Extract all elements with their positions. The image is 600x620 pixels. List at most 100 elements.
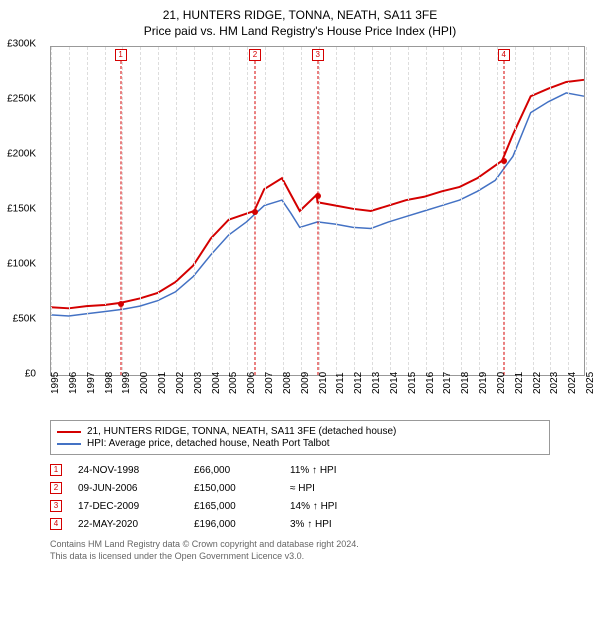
x-tick-label: 2003 (193, 372, 204, 394)
chart-subtitle: Price paid vs. HM Land Registry's House … (10, 24, 590, 38)
legend-row: 21, HUNTERS RIDGE, TONNA, NEATH, SA11 3F… (57, 426, 543, 437)
x-tick-label: 2001 (157, 372, 168, 394)
y-tick-label: £50K (13, 314, 36, 325)
sale-marker: 1 (50, 464, 62, 476)
sales-table: 124-NOV-1998£66,00011% ↑ HPI209-JUN-2006… (50, 461, 550, 533)
x-tick-label: 1998 (104, 372, 115, 394)
sale-price: £196,000 (194, 519, 274, 530)
sale-marker: 3 (50, 500, 62, 512)
x-tick-label: 2007 (264, 372, 275, 394)
x-tick-label: 2022 (532, 372, 543, 394)
gridline (461, 47, 462, 375)
gridline (550, 47, 551, 375)
gridline (515, 47, 516, 375)
x-tick-label: 2008 (282, 372, 293, 394)
sale-diff: 14% ↑ HPI (290, 501, 380, 512)
gridline (140, 47, 141, 375)
gridline (265, 47, 266, 375)
legend-swatch (57, 443, 81, 445)
y-axis: £0£50K£100K£150K£200K£250K£300K (0, 44, 38, 374)
x-tick-label: 2004 (211, 372, 222, 394)
gridline (372, 47, 373, 375)
gridline (122, 47, 123, 375)
gridline (229, 47, 230, 375)
gridline (87, 47, 88, 375)
x-tick-label: 2002 (175, 372, 186, 394)
marker-line (255, 61, 256, 375)
legend-swatch (57, 431, 81, 433)
x-tick-label: 2014 (389, 372, 400, 394)
sale-dot (501, 158, 507, 164)
sale-row: 3 17-DEC-2009 £165,000 14% ↑ HPI (50, 497, 550, 515)
sale-date: 17-DEC-2009 (78, 501, 178, 512)
gridline (176, 47, 177, 375)
sale-dot (315, 193, 321, 199)
footer-line2: This data is licensed under the Open Gov… (50, 551, 550, 563)
x-tick-label: 2020 (496, 372, 507, 394)
gridline (390, 47, 391, 375)
x-tick-label: 2012 (353, 372, 364, 394)
x-tick-label: 2017 (442, 372, 453, 394)
x-tick-label: 2013 (371, 372, 382, 394)
chart-title: 21, HUNTERS RIDGE, TONNA, NEATH, SA11 3F… (10, 8, 590, 22)
gridline (336, 47, 337, 375)
sale-price: £66,000 (194, 465, 274, 476)
x-tick-label: 1996 (68, 372, 79, 394)
y-tick-label: £200K (7, 149, 36, 160)
chart-container: 21, HUNTERS RIDGE, TONNA, NEATH, SA11 3F… (0, 0, 600, 620)
marker-box: 2 (249, 49, 261, 61)
x-tick-label: 2009 (300, 372, 311, 394)
sale-marker: 4 (50, 518, 62, 530)
plot-area: 1 2 3 4 (50, 46, 585, 376)
gridline (319, 47, 320, 375)
marker-box: 3 (312, 49, 324, 61)
x-tick-label: 1995 (50, 372, 61, 394)
x-tick-label: 2024 (567, 372, 578, 394)
gridline (533, 47, 534, 375)
x-tick-label: 2011 (335, 372, 346, 394)
gridline (247, 47, 248, 375)
gridline (586, 47, 587, 375)
gridline (105, 47, 106, 375)
x-tick-label: 2021 (514, 372, 525, 394)
footer-text: Contains HM Land Registry data © Crown c… (50, 539, 550, 562)
sale-dot (118, 301, 124, 307)
gridline (354, 47, 355, 375)
gridline (301, 47, 302, 375)
gridline (568, 47, 569, 375)
x-tick-label: 2010 (318, 372, 329, 394)
gridline (51, 47, 52, 375)
sale-date: 22-MAY-2020 (78, 519, 178, 530)
gridline (426, 47, 427, 375)
gridline (69, 47, 70, 375)
y-tick-label: £150K (7, 204, 36, 215)
x-tick-label: 2018 (460, 372, 471, 394)
gridline (212, 47, 213, 375)
sale-row: 4 22-MAY-2020 £196,000 3% ↑ HPI (50, 515, 550, 533)
gridline (479, 47, 480, 375)
gridline (497, 47, 498, 375)
x-tick-label: 2025 (585, 372, 596, 394)
gridline (194, 47, 195, 375)
sale-date: 09-JUN-2006 (78, 483, 178, 494)
gridline (283, 47, 284, 375)
sale-diff: 3% ↑ HPI (290, 519, 380, 530)
y-tick-label: £250K (7, 94, 36, 105)
gridline (443, 47, 444, 375)
sale-price: £150,000 (194, 483, 274, 494)
x-tick-label: 1997 (86, 372, 97, 394)
marker-line (317, 61, 318, 375)
y-tick-label: £0 (25, 369, 36, 380)
legend-label: HPI: Average price, detached house, Neat… (87, 438, 330, 449)
sale-dot (252, 209, 258, 215)
marker-box: 1 (115, 49, 127, 61)
x-tick-label: 2006 (246, 372, 257, 394)
sale-row: 209-JUN-2006£150,000≈ HPI (50, 479, 550, 497)
y-tick-label: £300K (7, 39, 36, 50)
sale-diff: 11% ↑ HPI (290, 465, 380, 476)
gridline (158, 47, 159, 375)
legend-row: HPI: Average price, detached house, Neat… (57, 438, 543, 449)
footer-line1: Contains HM Land Registry data © Crown c… (50, 539, 550, 551)
marker-box: 4 (498, 49, 510, 61)
sale-price: £165,000 (194, 501, 274, 512)
